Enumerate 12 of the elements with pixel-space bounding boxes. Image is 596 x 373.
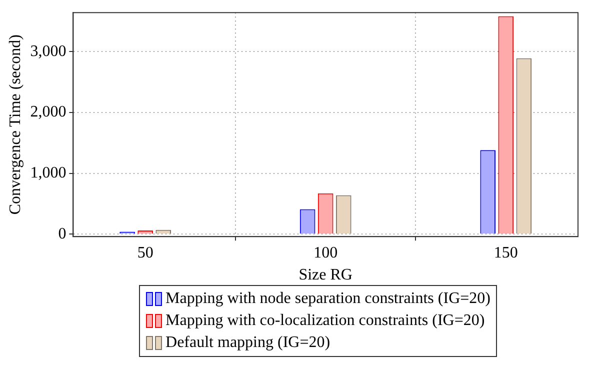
y-tick-label: 0: [58, 225, 66, 242]
legend-label: Mapping with co-localization constraints (IG=20): [166, 311, 485, 331]
y-tick-label: 3,000: [30, 42, 66, 60]
x-tick-label: 100: [314, 244, 338, 262]
y-tick-label: 1,000: [30, 164, 66, 182]
x-axis-title: Size RG: [298, 266, 353, 284]
legend-label: Default mapping (IG=20): [166, 333, 330, 353]
x-tick-label: 150: [494, 244, 518, 262]
x-tick-label: 50: [137, 244, 154, 262]
legend-label: Mapping with node separation constraints (IG=20): [166, 289, 490, 309]
y-axis-title: Convergence Time (second): [6, 34, 24, 215]
y-tick-label: 2,000: [30, 104, 66, 121]
